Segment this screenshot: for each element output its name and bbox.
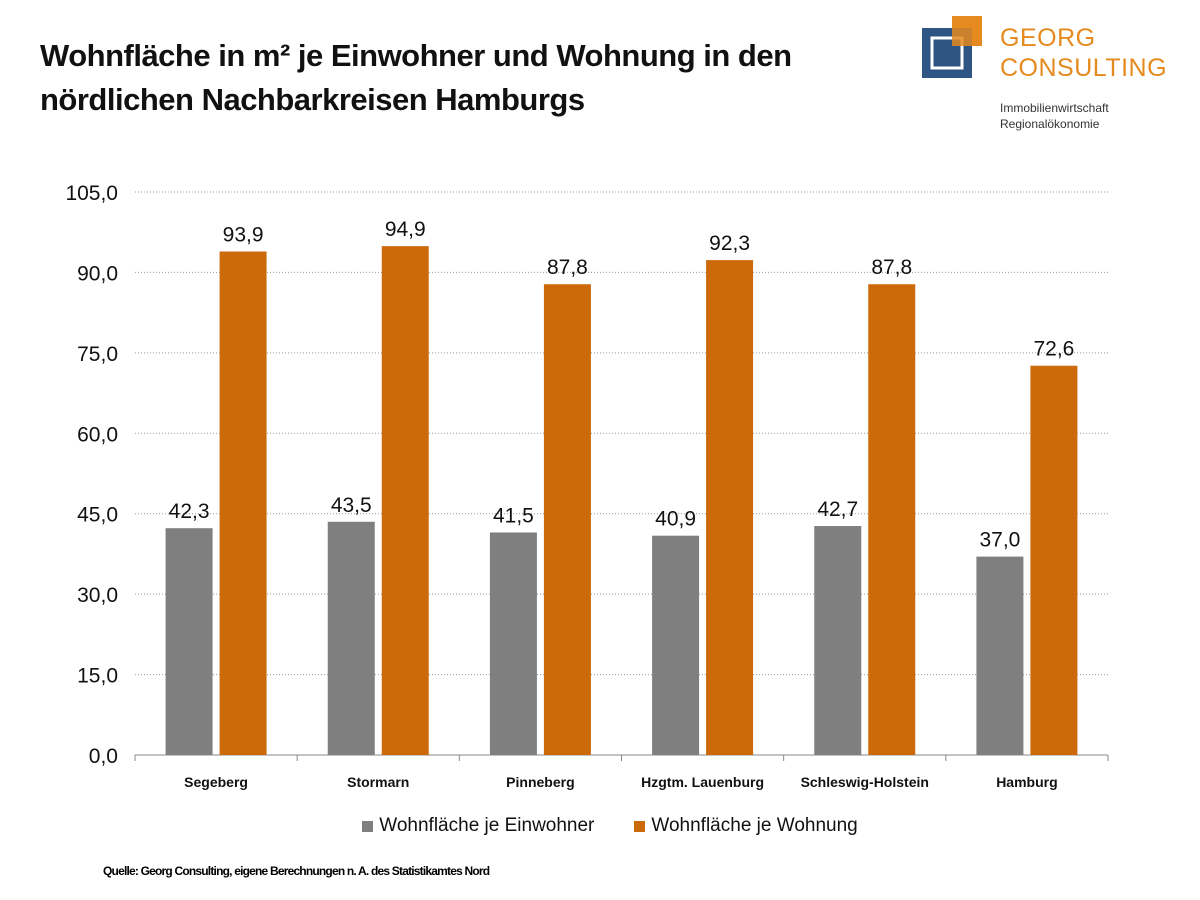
y-tick-label: 90,0 [77, 262, 118, 285]
x-tick-label: Hamburg [996, 774, 1057, 790]
data-label: 37,0 [979, 529, 1020, 552]
bar-wohnung [1030, 365, 1078, 755]
data-label: 87,8 [547, 256, 588, 279]
y-tick-label: 60,0 [77, 423, 118, 446]
x-tick-label: Stormarn [347, 774, 409, 790]
data-label: 42,3 [169, 500, 210, 523]
logo-subtitle-2: Regionalökonomie [1000, 117, 1100, 131]
data-label: 72,6 [1033, 338, 1074, 361]
data-label: 92,3 [709, 232, 750, 255]
bar-einwohner [165, 528, 213, 755]
y-tick-label: 105,0 [65, 182, 118, 205]
y-tick-label: 30,0 [77, 584, 118, 607]
legend: Wohnfläche je Einwohner Wohnfläche je Wo… [0, 815, 1200, 837]
logo-text-georg: GEORG [1000, 24, 1096, 52]
data-label: 42,7 [817, 498, 858, 521]
x-tick-label: Schleswig-Holstein [801, 774, 929, 790]
source-note: Quelle: Georg Consulting, eigene Berechn… [103, 864, 490, 878]
title-line-2: nördlichen Nachbarkreisen Hamburgs [40, 82, 585, 117]
bar-wohnung [381, 246, 429, 755]
y-tick-label: 45,0 [77, 504, 118, 527]
chart-title: Wohnfläche in m² je Einwohner und Wohnun… [40, 34, 792, 122]
data-label: 43,5 [331, 494, 372, 517]
legend-swatch-orange [634, 820, 646, 832]
logo-subtitle-1: Immobilienwirtschaft [1000, 101, 1109, 115]
y-tick-label: 75,0 [77, 343, 118, 366]
x-tick-label: Hzgtm. Lauenburg [641, 774, 764, 790]
x-tick-label: Segeberg [184, 774, 248, 790]
legend-label: Wohnfläche je Wohnung [651, 815, 858, 836]
title-line-1: Wohnfläche in m² je Einwohner und Wohnun… [40, 38, 792, 73]
logo-squares-icon [922, 16, 982, 78]
bar-einwohner [814, 526, 862, 755]
bar-wohnung [868, 284, 916, 755]
bar-wohnung [219, 251, 267, 755]
bar-einwohner [652, 535, 700, 755]
georg-consulting-logo: GEORG CONSULTING Immobilienwirtschaft Re… [922, 16, 1182, 136]
bar-einwohner [976, 556, 1024, 755]
legend-label: Wohnfläche je Einwohner [379, 815, 595, 836]
y-tick-label: 15,0 [77, 665, 118, 688]
bar-wohnung [543, 284, 591, 755]
bar-einwohner [489, 532, 537, 755]
bar-einwohner [327, 521, 375, 755]
legend-item-wohnung: Wohnfläche je Wohnung [634, 815, 858, 837]
y-tick-label: 0,0 [89, 745, 118, 768]
data-label: 93,9 [223, 224, 264, 247]
legend-item-einwohner: Wohnfläche je Einwohner [362, 815, 594, 837]
data-label: 94,9 [385, 218, 426, 241]
data-label: 87,8 [871, 256, 912, 279]
logo-text-consulting: CONSULTING [1000, 54, 1168, 82]
data-label: 41,5 [493, 504, 534, 527]
bar-wohnung [706, 260, 754, 755]
x-tick-label: Pinneberg [506, 774, 574, 790]
legend-swatch-gray [362, 820, 374, 832]
data-label: 40,9 [655, 508, 696, 531]
